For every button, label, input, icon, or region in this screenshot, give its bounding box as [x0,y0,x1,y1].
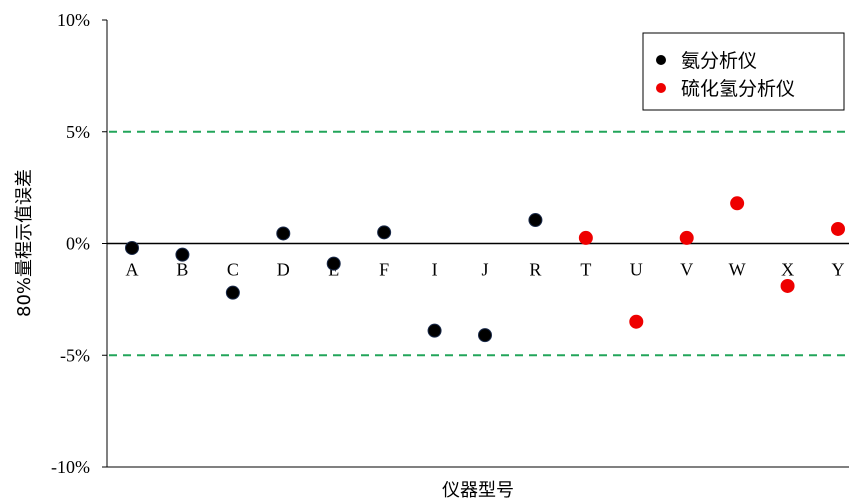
legend-box [642,32,845,111]
category-label: W [729,260,746,280]
category-label: A [126,260,139,280]
category-label: F [379,260,389,280]
x-axis-label: 仪器型号 [442,480,514,501]
legend-marker [656,55,666,65]
reference-lines [109,130,849,357]
data-point [578,230,593,245]
y-tick-label: -10% [51,457,90,477]
data-point [377,225,392,240]
axes: 10% 5% 0% -5% -10% [51,10,849,477]
legend-label: 硫化氢分析仪 [681,78,795,100]
data-point [780,278,795,293]
category-label: D [277,260,290,280]
category-label: X [781,260,794,280]
y-tick-label: 5% [66,122,90,142]
category-label: U [630,260,643,280]
y-axis-label: 80%量程示值误差 [14,169,35,317]
category-label: R [529,260,541,280]
data-point [730,196,745,211]
data-point [276,226,291,241]
legend-marker [656,83,666,93]
data-point [679,230,694,245]
y-tick-label: -5% [60,345,90,365]
data-point [125,240,139,255]
data-point [225,285,240,300]
category-label: T [580,260,591,280]
category-label: Y [832,260,845,280]
data-point [427,323,442,338]
data-points [125,196,845,343]
data-point [629,314,644,329]
data-point [478,328,492,343]
y-tick-label: 10% [57,10,90,30]
category-label: I [432,260,438,280]
category-label: V [680,260,693,280]
category-label: C [227,260,239,280]
category-label: B [176,260,188,280]
data-point [528,213,543,228]
legend-label: 氨分析仪 [681,50,757,72]
data-point [326,256,341,271]
category-labels: ABCDEFIJRTUVWXY [126,260,845,280]
y-tick-label: 0% [66,234,90,254]
data-point [831,221,845,236]
category-label: J [481,260,488,280]
data-point [175,247,190,262]
